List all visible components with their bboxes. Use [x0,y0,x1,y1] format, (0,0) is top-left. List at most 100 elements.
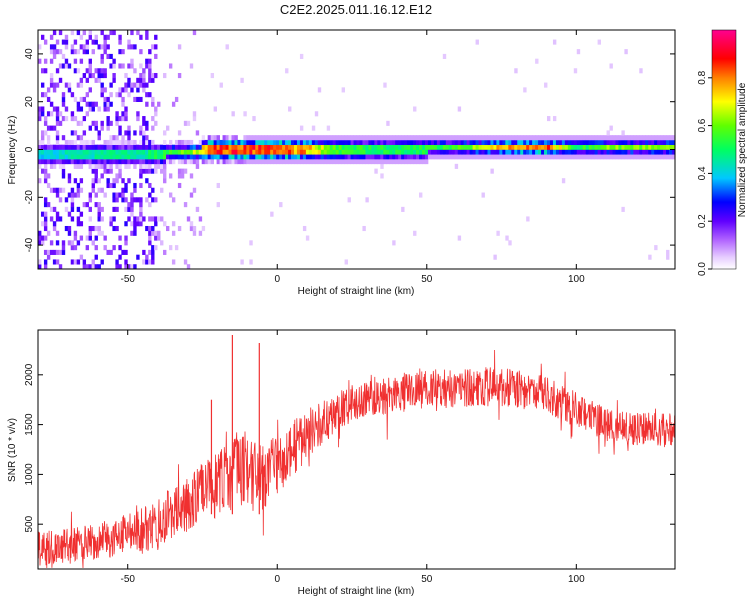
heatmap-cell [219,139,223,146]
heatmap-cell [171,221,176,227]
heatmap-cell [308,139,313,146]
heatmap-cell [407,139,411,146]
heatmap-cell [82,116,87,122]
heatmap-cell [100,159,104,165]
heatmap-cell [76,163,81,169]
heatmap-cell [106,120,110,126]
heatmap-cell [189,159,194,165]
heatmap-cell [139,149,143,155]
heatmap-cell [133,144,137,150]
heatmap-cell [43,221,48,227]
heatmap-cell [103,163,107,169]
heatmap-cell [356,149,360,155]
heatmap-cell [100,216,104,222]
heatmap-cell [561,178,566,184]
heatmap-cell [106,149,110,155]
heatmap-cell [237,154,241,160]
heatmap-cell [142,139,146,146]
heatmap-cell [493,254,497,260]
heatmap-cell [112,30,116,36]
heatmap-cell [517,144,521,150]
heatmap-cell [320,159,325,165]
heatmap-cell [335,144,340,150]
heatmap-cell [52,106,57,112]
heatmap-cell [198,144,203,150]
heatmap-cell [130,139,134,146]
heatmap-cell [106,101,110,107]
heatmap-cell [67,225,72,232]
heatmap-cell [597,39,601,45]
heatmap-cell [145,92,149,98]
heatmap-cell [654,144,658,150]
heatmap-cell [538,135,542,141]
heatmap-cell [112,149,116,155]
heatmap-cell [544,154,548,160]
heatmap-cell [109,92,113,98]
heatmap-cell [392,159,396,165]
heatmap-cell [442,135,447,141]
heatmap-cell [133,44,137,50]
heatmap-cell [279,202,283,208]
heatmap-cell [377,159,381,165]
heatmap-cell [636,149,640,155]
heatmap-cell [192,230,197,236]
heatmap-cell [529,154,533,160]
heatmap-cell [475,139,479,146]
heatmap-cell [538,139,542,146]
heatmap-cell [207,144,212,150]
heatmap-cell [127,154,131,160]
heatmap-cell [356,139,360,146]
heatmap-cell [70,202,75,208]
heatmap-cell [561,144,566,150]
heatmap-cell [404,139,408,146]
heatmap-cell [600,139,604,146]
heatmap-cell [189,221,194,227]
heatmap-cell [154,144,158,150]
heatmap-cell [618,135,622,141]
heatmap-cell [142,163,146,169]
heatmap-cell [222,159,226,165]
heatmap-cell [213,106,217,112]
heatmap-cell [94,125,98,131]
heatmap-cell [552,149,557,155]
heatmap-cell [118,245,122,251]
heatmap-cell [171,101,176,107]
heatmap-cell [282,139,286,146]
heatmap-cell [76,101,81,107]
heatmap-cell [76,259,81,265]
heatmap-cell [588,144,593,150]
heatmap-cell [100,230,104,236]
heatmap-cell [478,154,482,160]
heatmap-cell [335,139,340,146]
heatmap-cell [76,216,81,222]
heatmap-cell [118,192,122,198]
heatmap-cell [94,173,98,179]
heatmap-cell [541,135,545,141]
heatmap-cell [639,154,643,160]
heatmap-cell [130,192,134,198]
heatmap-cell [350,154,354,160]
heatmap-cell [255,135,259,141]
heatmap-cell [49,149,54,155]
heatmap-cell [410,139,414,146]
heatmap-cell [40,154,45,160]
heatmap-cell [636,144,640,150]
heatmap-cell [353,139,357,146]
heatmap-cell [70,154,75,160]
heatmap-cell [267,139,271,146]
heatmap-cell [627,144,631,150]
heatmap-cell [296,135,301,141]
heatmap-cell [341,154,345,160]
heatmap-cell [389,154,393,160]
heatmap-cell [413,144,417,150]
heatmap-cell [43,259,48,265]
heatmap-cell [514,135,518,141]
heatmap-cell [505,235,509,241]
heatmap-cell [350,135,354,141]
heatmap-cell [58,149,63,155]
heatmap-cell [347,139,351,146]
heatmap-cell [195,206,200,212]
heatmap-cell [320,144,325,150]
heatmap-cell [532,135,536,141]
x-tick-label: 100 [568,574,585,585]
